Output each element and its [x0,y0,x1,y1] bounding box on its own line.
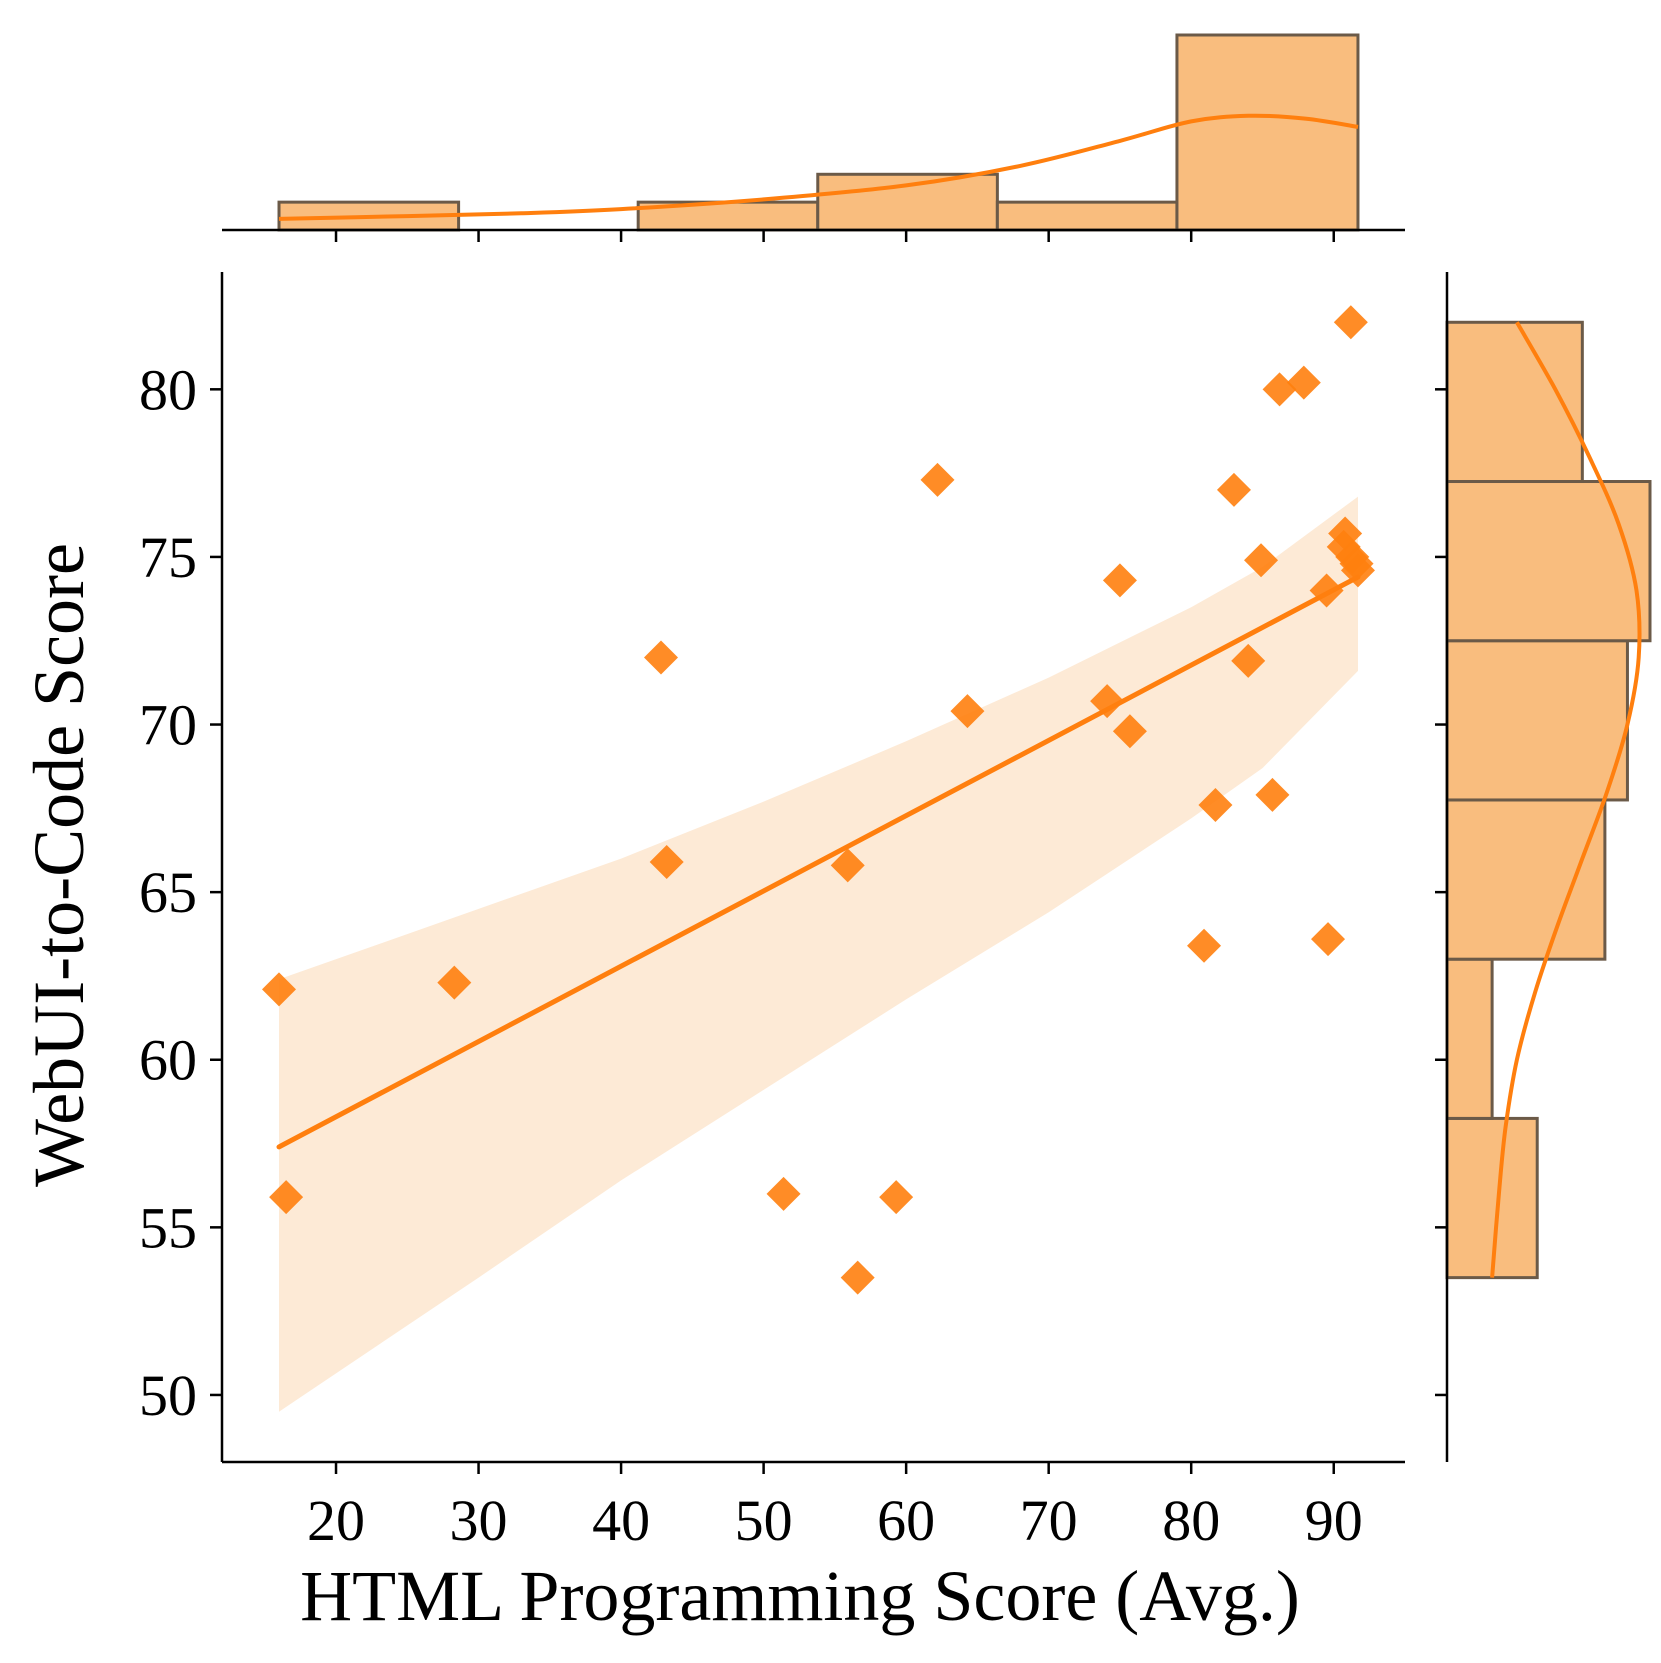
top-hist-bar [816,172,999,232]
scatter-point [1187,928,1222,963]
scatter-point [1311,922,1346,957]
y-axis-title: WebUI-to-Code Score [19,543,99,1187]
axes-layer: 20 30 40 50 60 70 80 90 50 55 60 65 70 75 80 [139,272,1405,1553]
scatter-point [766,1176,801,1211]
confidence-band-layer [279,496,1358,1412]
top-hist-bar [1175,33,1360,232]
scatter-point [1112,714,1147,749]
top-marginal-histogram [222,33,1405,242]
y-tick-label: 55 [139,1195,197,1260]
scatter-point [1244,543,1279,578]
scatter-point [879,1180,914,1215]
y-tick-label: 60 [139,1028,197,1093]
scatter-point [643,640,678,675]
y-tick-label: 80 [139,357,197,422]
confidence-band [279,496,1358,1412]
scatter-point [1262,372,1297,407]
right-marginal-histogram [1435,272,1652,1462]
right-hist-bar [1445,639,1629,802]
scatter-point [1333,305,1368,340]
y-tick-label: 75 [139,525,197,590]
x-tick-label: 90 [1305,1488,1363,1553]
scatter-point [437,965,472,1000]
x-tick-label: 20 [307,1488,365,1553]
scatter-point [1286,365,1321,400]
scatter-point [1198,787,1233,822]
top-hist-bar [995,200,1179,232]
scatter-point [950,694,985,729]
x-tick-label: 40 [592,1488,650,1553]
scatter-point [830,848,865,883]
x-tick-label: 70 [1020,1488,1078,1553]
y-tick-label: 70 [139,693,197,758]
scatter-point [1231,643,1266,678]
scatter-points-layer [262,305,1375,1295]
scatter-point [269,1180,304,1215]
x-tick-label: 60 [877,1488,935,1553]
y-tick-label: 50 [139,1363,197,1428]
x-tick-label: 30 [450,1488,508,1553]
scatter-point [1309,573,1344,608]
scatter-point [649,844,684,879]
scatter-point [1216,472,1251,507]
scatter-point [1255,777,1290,812]
x-axis-title: HTML Programming Score (Avg.) [300,1556,1300,1636]
y-tick-label: 65 [139,860,197,925]
scatter-point [1090,684,1125,719]
regression-line-layer [276,574,1361,1150]
scatter-point [1102,563,1137,598]
scatter-point [1340,553,1375,588]
scatter-point [840,1260,875,1295]
x-tick-label: 80 [1162,1488,1220,1553]
top-kde-curve [278,113,1359,221]
right-kde-curve [1490,321,1642,1278]
scatter-point [920,462,955,497]
regression-line [276,574,1361,1150]
scatter-point [262,972,297,1007]
x-tick-label: 50 [735,1488,793,1553]
right-hist-bar [1445,957,1494,1120]
right-hist-bar [1445,480,1652,643]
right-hist-bar [1445,798,1607,961]
